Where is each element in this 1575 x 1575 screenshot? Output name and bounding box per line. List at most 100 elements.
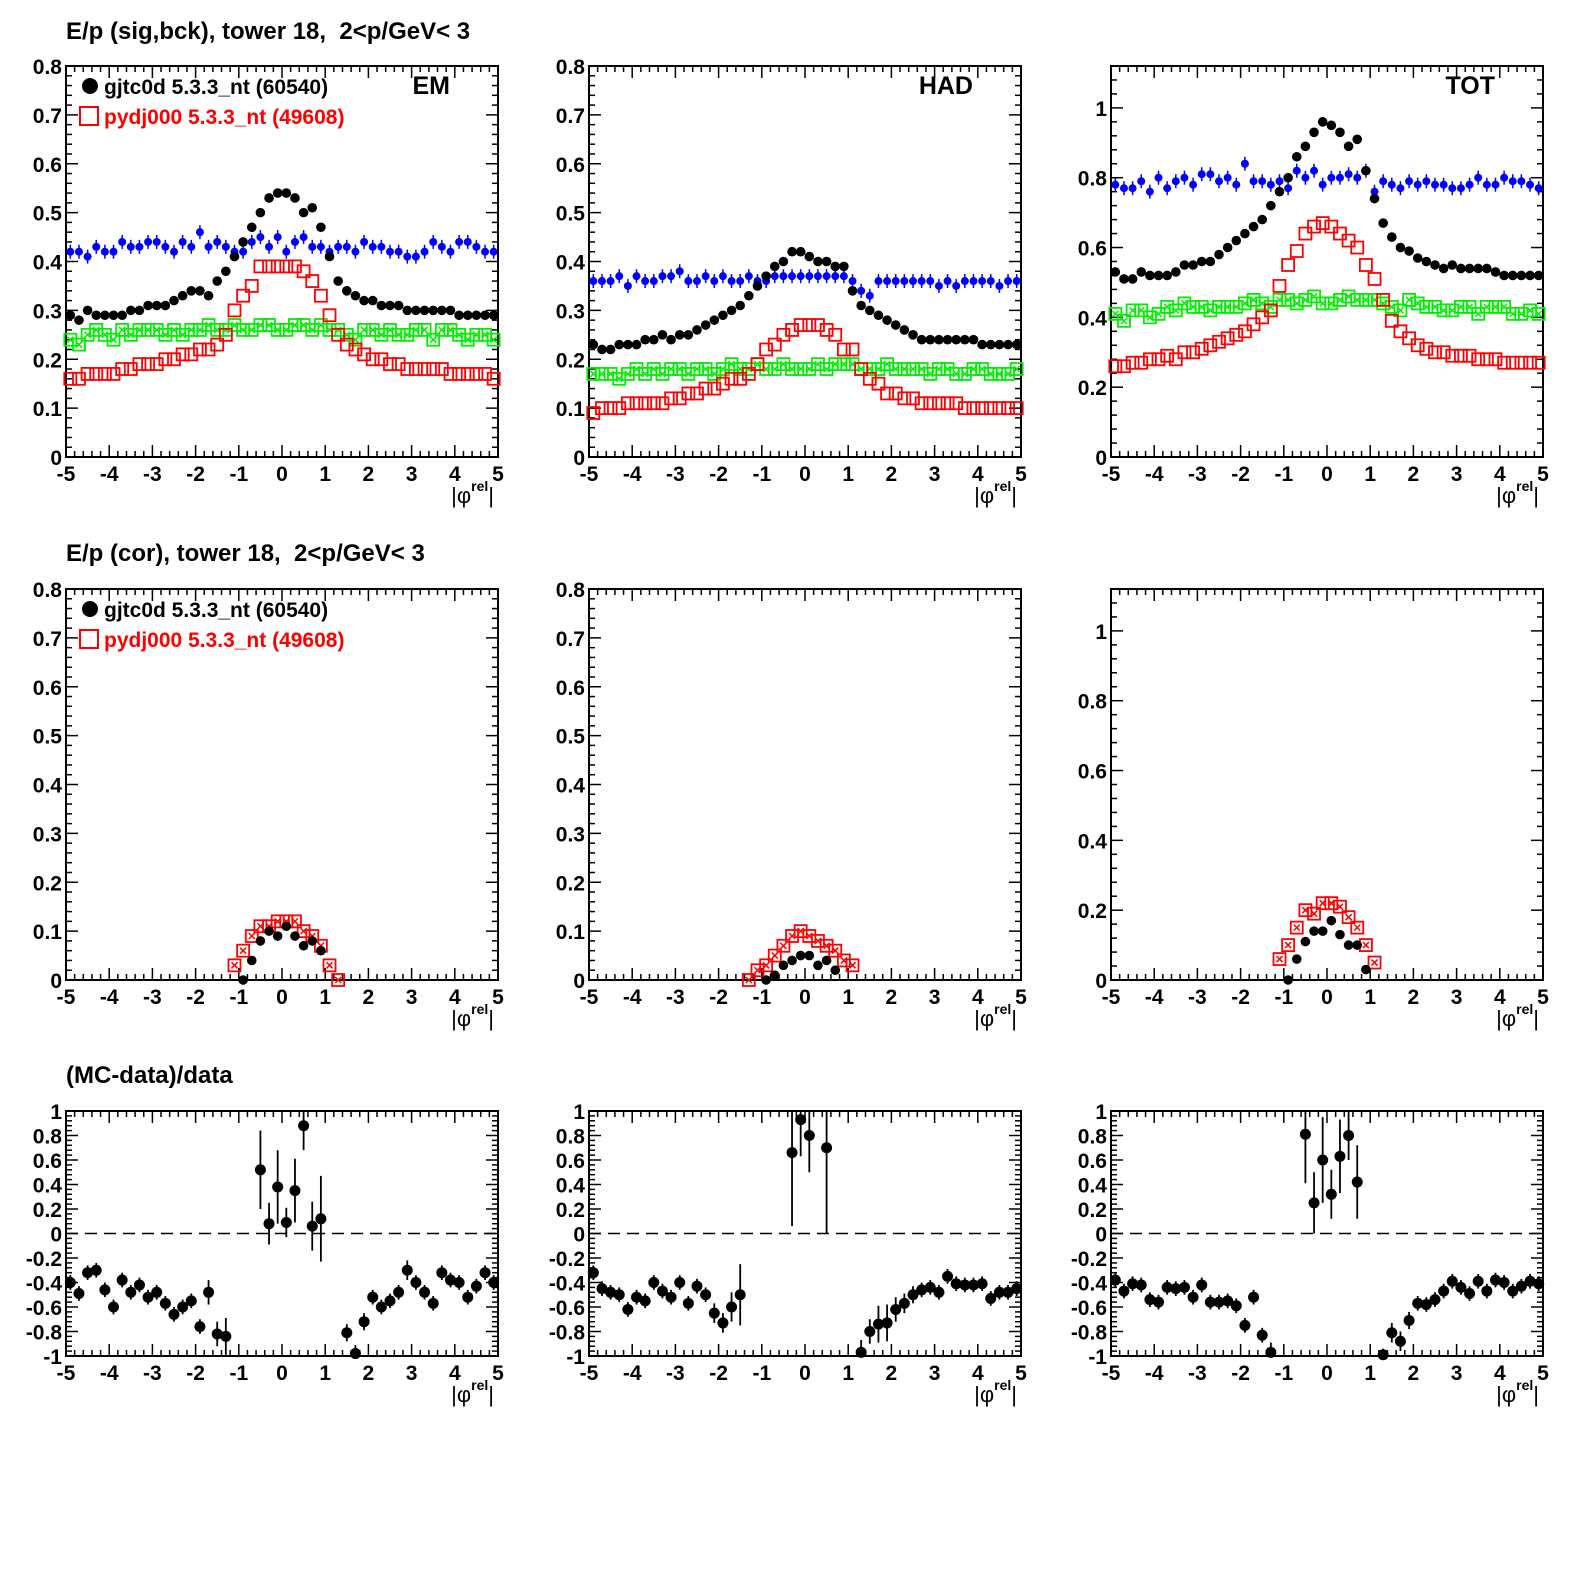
y-tick-label: 0.4 [1078, 830, 1108, 853]
data-point [1004, 277, 1013, 286]
data-point [1456, 263, 1466, 274]
data-point [1428, 345, 1442, 360]
y-tick-label: 0.4 [33, 775, 63, 798]
x-tick-label: 0 [1321, 463, 1333, 486]
data-point [966, 362, 981, 376]
data-point [73, 1288, 85, 1300]
x-tick-label: -5 [57, 1362, 76, 1385]
x-axis-label-end: | [1533, 483, 1539, 508]
data-series [1109, 1111, 1545, 1361]
data-point [1350, 920, 1365, 935]
data-point [1326, 120, 1337, 131]
data-point [1291, 151, 1302, 162]
y-tick-label: 0.6 [556, 154, 585, 177]
data-point [63, 371, 78, 386]
data-point [983, 367, 998, 381]
data-point [1162, 270, 1172, 281]
data-point [1307, 289, 1321, 304]
y-tick-label: 1 [1095, 98, 1107, 121]
data-point [472, 242, 481, 251]
data-point [195, 228, 204, 237]
chart-panel-tot-ratio: -5 -4 -3 -2 -1 0 1 2 3 4 5-1-0.8-0.6-0.4-0.200.20.… [1071, 1101, 1549, 1407]
data-point-cross [1362, 941, 1370, 949]
data-point [1160, 299, 1175, 314]
data-point [144, 237, 153, 246]
data-point [641, 277, 650, 286]
data-point [1238, 324, 1252, 339]
data-point [1352, 940, 1363, 950]
data-point [1333, 293, 1347, 307]
y-tick-label: 0 [50, 447, 62, 470]
data-point [1343, 1130, 1355, 1141]
data-point [864, 1326, 876, 1337]
y-tick-label: -0.8 [549, 1322, 586, 1345]
data-point [1361, 964, 1371, 975]
data-point [229, 251, 240, 262]
data-point [1333, 899, 1347, 914]
data-point [992, 401, 1007, 416]
data-point [368, 242, 377, 251]
data-point [1257, 214, 1267, 225]
data-point-cross [291, 917, 299, 925]
data-point [683, 330, 694, 340]
y-tick-label: 0.2 [556, 872, 585, 895]
y-tick-label: 0.8 [33, 579, 63, 602]
data-point [115, 362, 130, 376]
data-point [1179, 260, 1190, 270]
data-point [384, 1295, 396, 1307]
data-point [822, 272, 831, 281]
data-point [700, 1289, 712, 1301]
data-point [1462, 299, 1477, 314]
data-point [1108, 306, 1123, 321]
data-point [1170, 1283, 1182, 1295]
y-tick-label: 0.8 [1078, 691, 1108, 714]
data-point [358, 1316, 370, 1328]
data-point [1464, 263, 1475, 274]
data-point [1508, 177, 1517, 186]
y-tick-label: 0.8 [33, 56, 63, 79]
data-point-cross [1120, 317, 1128, 325]
data-point [66, 247, 75, 256]
x-tick-label: -5 [580, 463, 599, 486]
x-tick-label: 0 [799, 463, 811, 486]
data-point [1137, 177, 1146, 186]
data-point [187, 242, 196, 251]
data-point [72, 337, 86, 352]
data-point [629, 396, 644, 411]
data-point [272, 931, 283, 941]
data-point [489, 247, 498, 256]
data-point [1307, 906, 1321, 921]
x-axis-label-end: | [1533, 1006, 1539, 1031]
data-point [1212, 299, 1226, 314]
data-point [605, 1286, 617, 1298]
x-axis-label-base: |φ [974, 483, 994, 508]
x-tick-label: 0 [799, 1362, 811, 1385]
data-point [1367, 955, 1382, 970]
data-point [672, 362, 687, 376]
data-point [597, 344, 607, 355]
data-point [1248, 1291, 1260, 1303]
data-point [1255, 296, 1270, 311]
data-point [605, 344, 616, 355]
data-point [262, 318, 276, 332]
data-point [178, 237, 187, 246]
data-point [1154, 173, 1163, 182]
data-point [759, 342, 774, 357]
data-point [1205, 256, 1216, 267]
chart-panel-had: -5 -4 -3 -2 -1 0 1 2 3 4 5 0 0.1 0.2 0.3 0.4 0.5 0.6 0.7 0.… [556, 56, 1027, 508]
x-tick-label: 3 [929, 463, 941, 486]
data-point [586, 367, 601, 381]
y-tick-label: 0.3 [556, 823, 585, 846]
data-point [664, 362, 678, 376]
data-point [793, 362, 808, 376]
data-point [1128, 184, 1137, 193]
data-point [1256, 1329, 1268, 1341]
data-point [1177, 345, 1192, 360]
x-tick-label: 2 [1408, 1362, 1420, 1385]
y-tick-label: 0.3 [556, 300, 585, 323]
y-tick-label: 0.4 [556, 775, 586, 798]
chart-panel-em: -5 -4 -3 -2 -1 0 1 2 3 4 5 0 0.1 0.2 0.3 0.4 0.5 0.6 0.7 0.… [33, 56, 504, 508]
data-point [428, 305, 439, 316]
y-tick-label: 0 [50, 1224, 62, 1247]
data-point [1523, 355, 1537, 370]
